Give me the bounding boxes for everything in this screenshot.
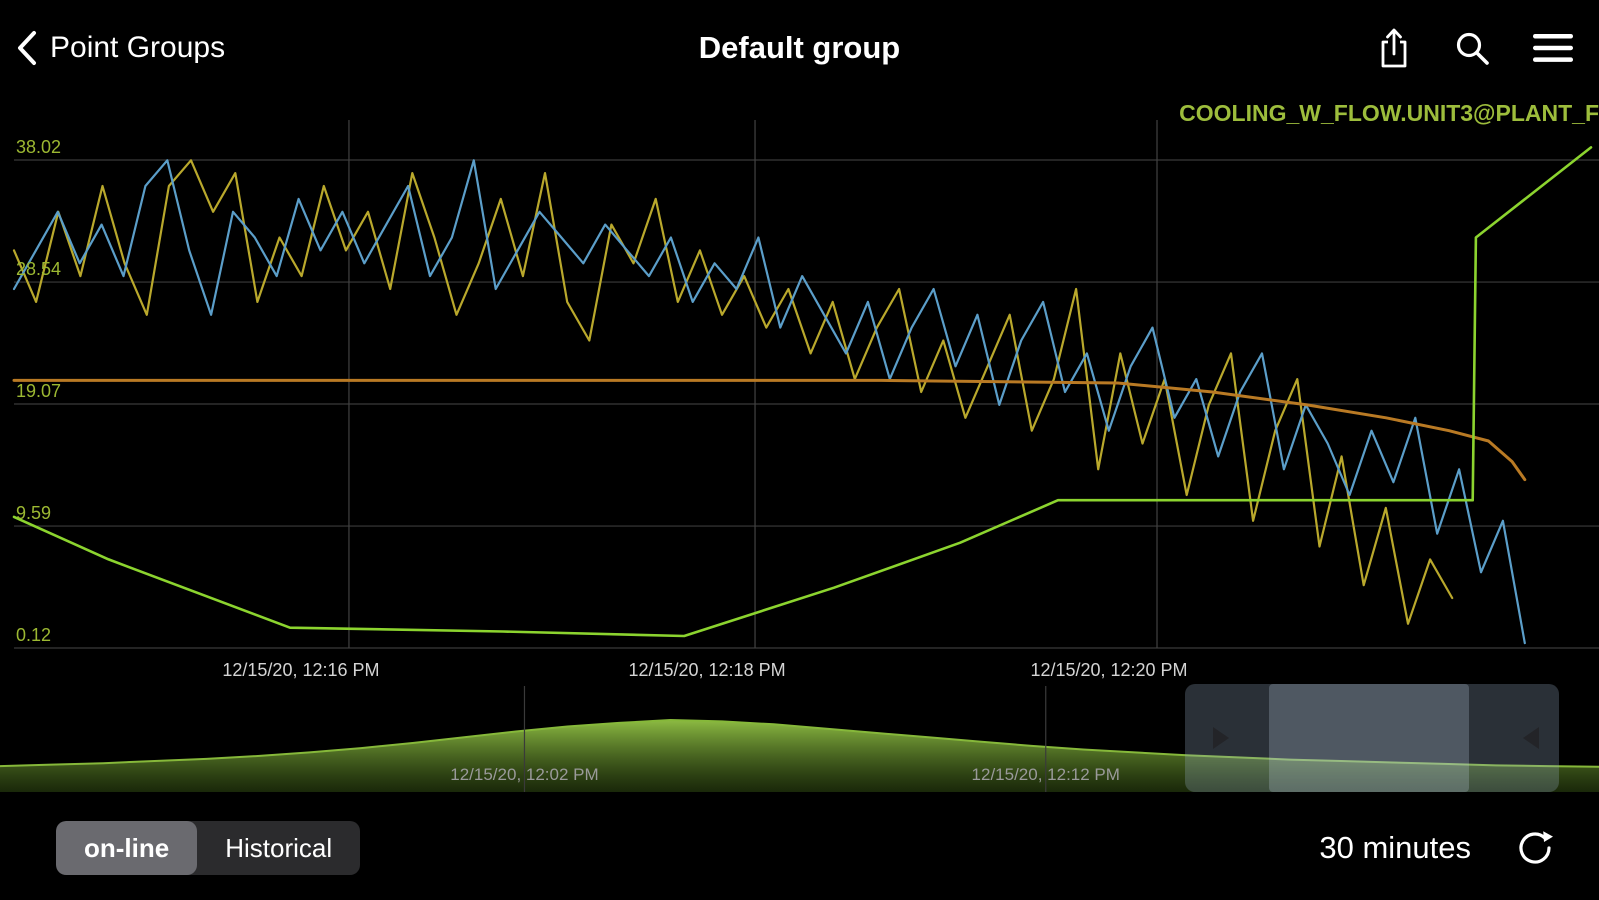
- trend-line: [12, 378, 1527, 482]
- time-range-label[interactable]: 30 minutes: [1319, 830, 1471, 865]
- search-button[interactable]: [1453, 29, 1491, 67]
- minimap-area: [0, 720, 1599, 792]
- trend-line: [12, 146, 1593, 638]
- selection-highlight: [1269, 684, 1469, 792]
- selection-left-handle-icon[interactable]: [1213, 727, 1229, 749]
- footer-bar: on-line Historical 30 minutes: [0, 796, 1599, 900]
- range-group: 30 minutes: [1319, 828, 1555, 868]
- x-tick-label: 12/15/20, 12:18 PM: [628, 660, 785, 680]
- y-tick-label: 0.12: [16, 625, 51, 645]
- menu-button[interactable]: [1533, 33, 1573, 63]
- segment-online[interactable]: on-line: [56, 821, 198, 875]
- back-button[interactable]: Point Groups: [16, 0, 225, 96]
- y-tick-label: 38.02: [16, 137, 61, 157]
- header-actions: [1377, 0, 1573, 96]
- series-label: COOLING_W_FLOW.UNIT3@PLANT_F: [1179, 100, 1599, 126]
- minimap-selection-window[interactable]: [1185, 684, 1559, 792]
- selection-right-handle-icon[interactable]: [1523, 727, 1539, 749]
- minimap-line: [0, 718, 1599, 768]
- y-tick-label: 19.07: [16, 381, 61, 401]
- back-label: Point Groups: [50, 31, 226, 64]
- menu-icon: [1533, 34, 1573, 62]
- y-tick-label: 28.54: [16, 259, 61, 279]
- minimap-tick-label: 12/15/20, 12:02 PM: [450, 765, 598, 784]
- x-tick-label: 12/15/20, 12:20 PM: [1030, 660, 1187, 680]
- share-button[interactable]: [1377, 26, 1411, 70]
- mode-segmented-control: on-line Historical: [56, 821, 361, 875]
- y-tick-label: 9.59: [16, 503, 51, 523]
- trend-line: [12, 159, 1454, 625]
- page-title: Default group: [698, 30, 901, 65]
- x-tick-label: 12/15/20, 12:16 PM: [222, 660, 379, 680]
- back-chevron-icon: [18, 31, 36, 65]
- minimap-tick-label: 12/15/20, 12:12 PM: [972, 765, 1120, 784]
- header-bar: Point Groups Default group: [0, 0, 1599, 96]
- segment-historical[interactable]: Historical: [197, 821, 360, 875]
- refresh-icon: [1519, 831, 1553, 864]
- trend-line: [12, 159, 1526, 645]
- refresh-button[interactable]: [1515, 828, 1555, 868]
- search-icon: [1456, 32, 1489, 65]
- share-icon: [1381, 28, 1407, 68]
